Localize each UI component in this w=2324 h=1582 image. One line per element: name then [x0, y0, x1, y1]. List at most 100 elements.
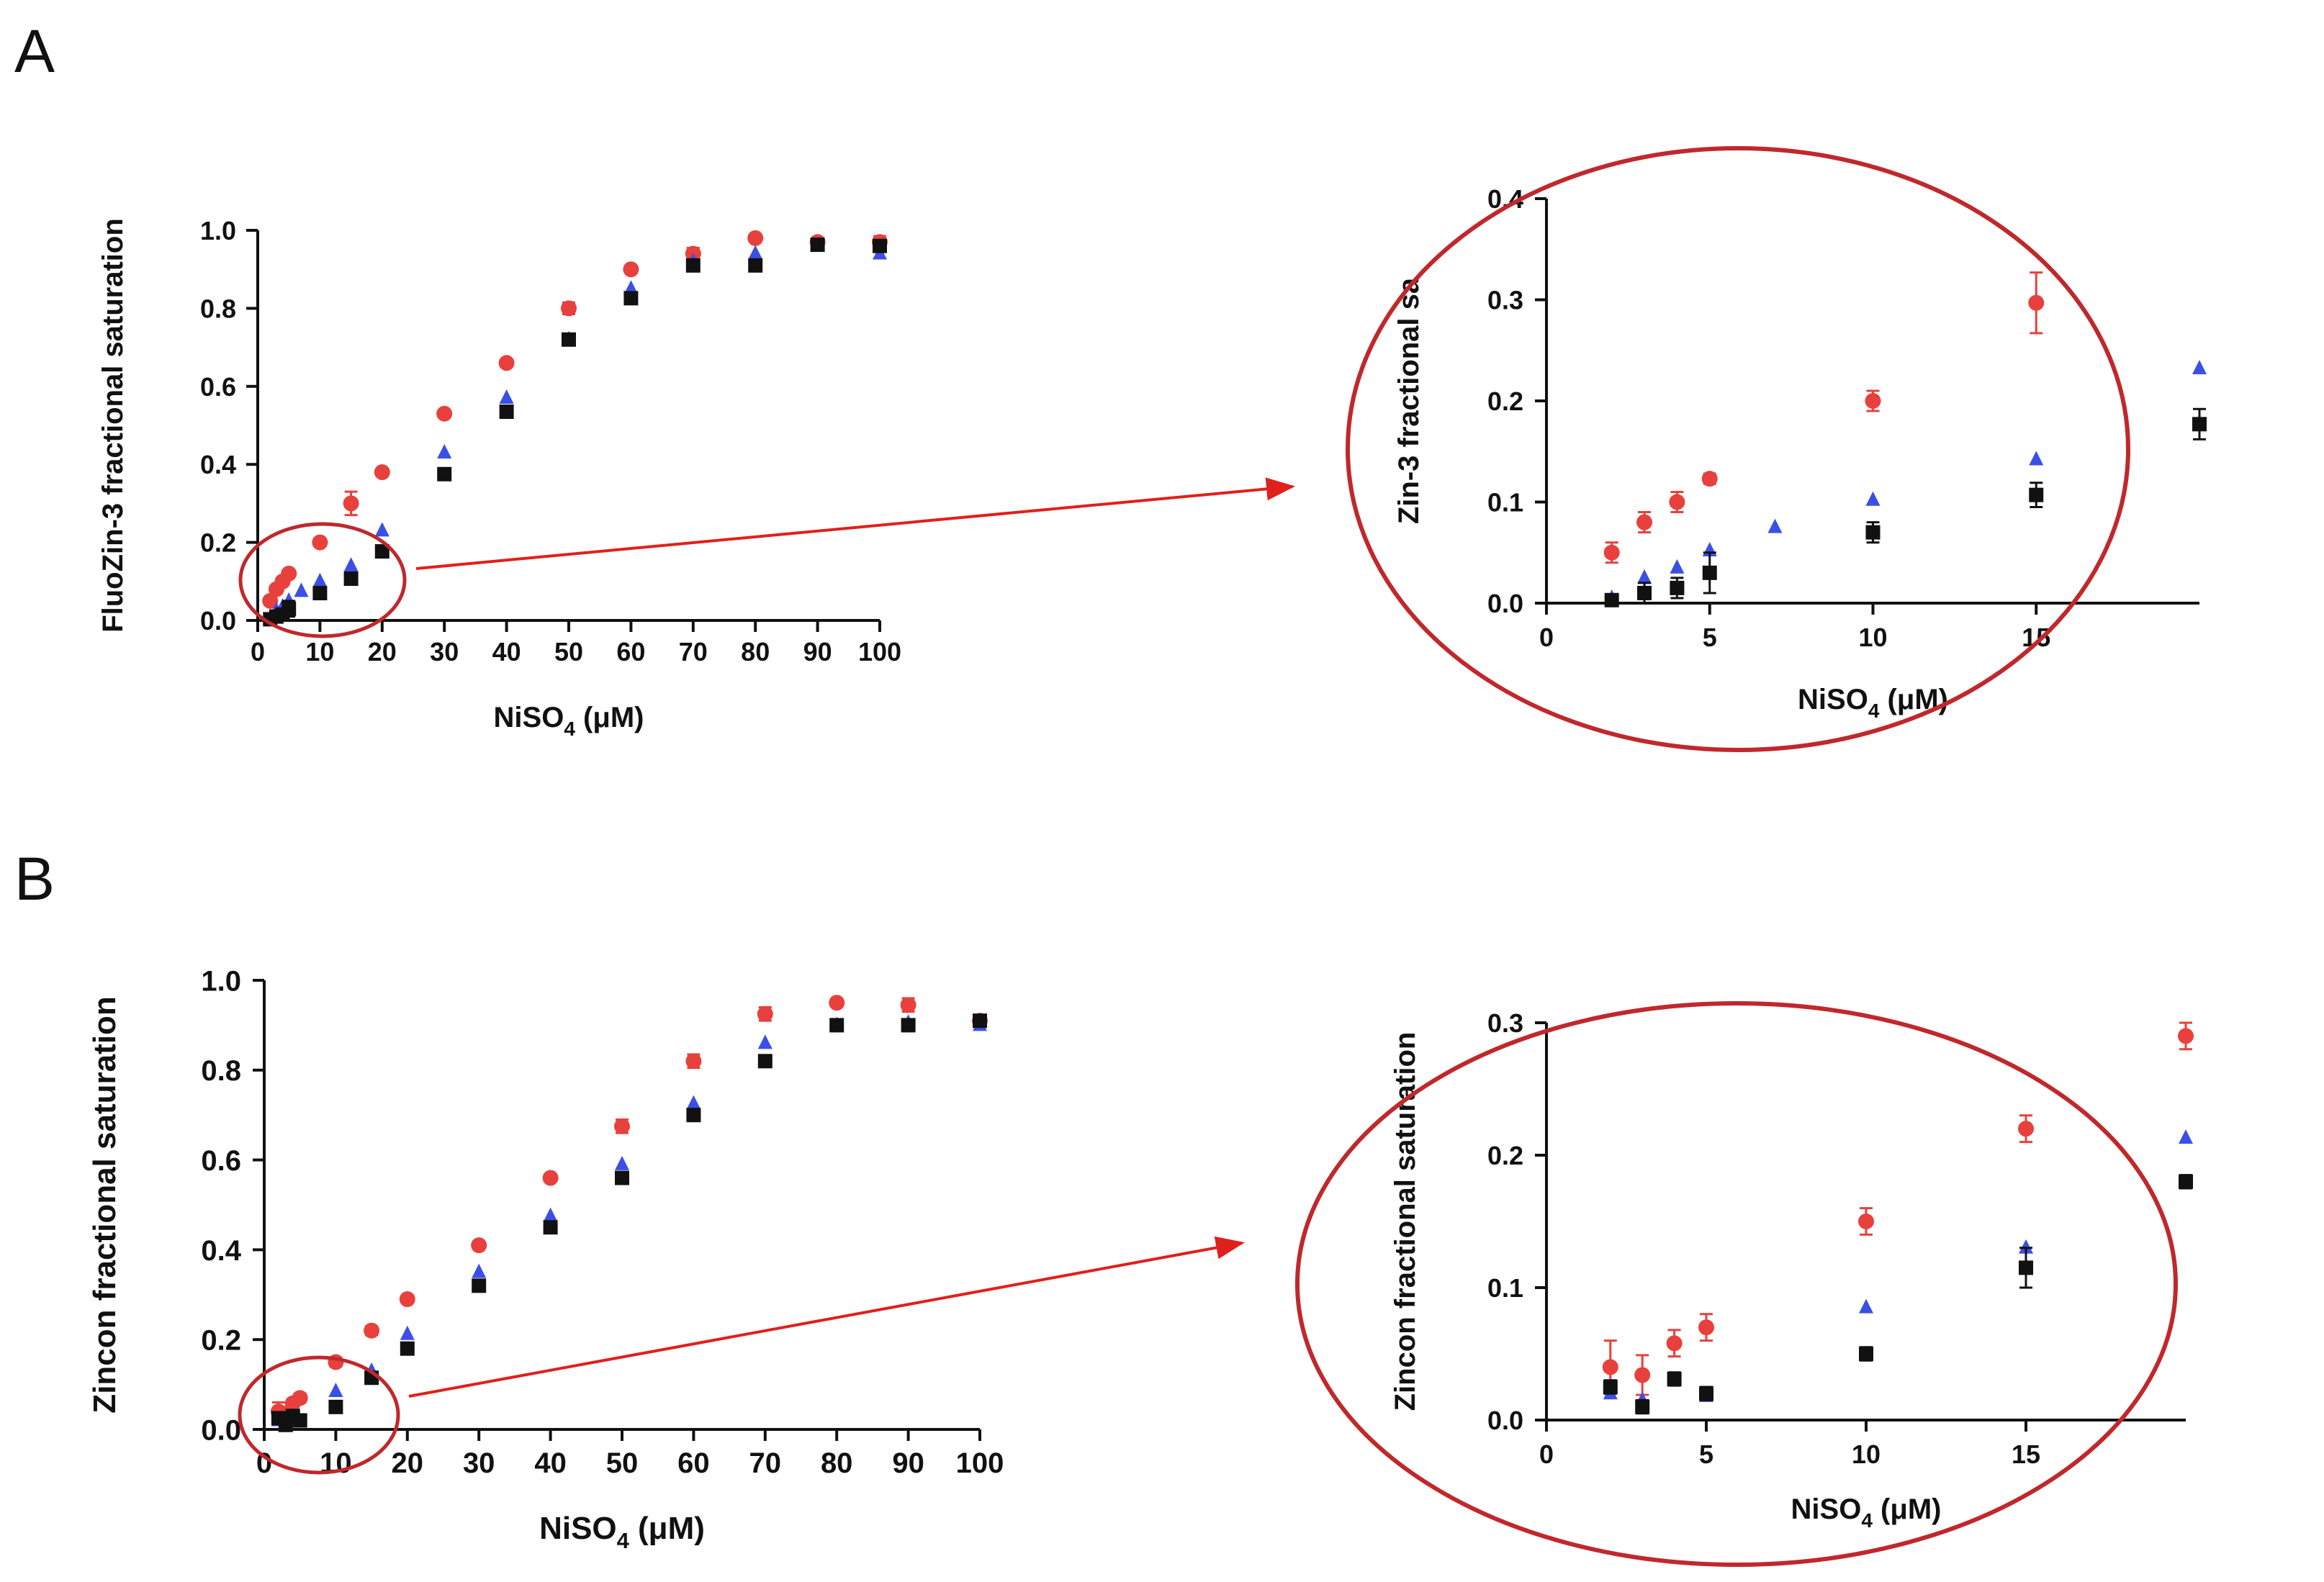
- data-point-square: [615, 1170, 629, 1185]
- data-point-square: [374, 544, 389, 559]
- x-tick-label: 15: [2012, 1439, 2040, 1469]
- data-point-square: [2029, 487, 2044, 502]
- data-point-circle: [343, 495, 359, 512]
- data-point-square: [1865, 525, 1881, 540]
- data-point-circle: [561, 300, 577, 317]
- data-point-square: [829, 1018, 845, 1033]
- data-point-square: [873, 238, 887, 253]
- x-tick-label: 40: [492, 637, 521, 666]
- data-point-triangle: [686, 1095, 701, 1110]
- x-axis-title: NiSO4 (μM): [539, 1511, 705, 1553]
- x-tick-label: 0: [1539, 623, 1554, 652]
- data-point-circle: [2018, 1121, 2034, 1137]
- data-point-square: [685, 258, 701, 273]
- x-tick-label: 5: [1699, 1439, 1713, 1469]
- chart-b-inset: 0 5 10 15 0.0 0.1 0.2 0.3 NiSO4 (μM) Zincon fract…: [1390, 1008, 2194, 1532]
- data-point-circle: [1603, 544, 1620, 561]
- data-point-circle: [614, 1118, 630, 1134]
- data-point-square: [437, 466, 452, 482]
- x-tick-label: 10: [1858, 623, 1887, 652]
- data-point-square: [623, 291, 639, 306]
- data-point-square: [343, 571, 359, 587]
- data-point-square: [1699, 1386, 1713, 1401]
- data-point-circle: [1669, 494, 1685, 510]
- data-point-square: [312, 586, 328, 601]
- x-tick-label: 70: [679, 637, 708, 666]
- data-point-triangle: [328, 1382, 343, 1397]
- data-point-square: [2192, 417, 2207, 432]
- data-point-triangle: [499, 389, 514, 404]
- data-point-square: [499, 404, 514, 420]
- x-tick-label: 10: [320, 1447, 352, 1479]
- data-point-circle: [900, 997, 916, 1013]
- data-point-square: [2179, 1174, 2193, 1189]
- zoom-annotations: [238, 146, 2178, 1567]
- data-point-square: [810, 238, 825, 253]
- y-axis-title: FluoZin-3 fractional saturation: [97, 218, 129, 633]
- y-tick-label: 0.0: [1487, 1406, 1523, 1435]
- data-point-circle: [1865, 393, 1881, 409]
- data-point-circle: [471, 1237, 487, 1254]
- x-tick-label: 70: [749, 1447, 782, 1479]
- data-point-triangle: [343, 557, 359, 572]
- x-tick-label: 90: [892, 1447, 924, 1479]
- y-tick-label: 0.0: [200, 606, 236, 636]
- data-point-triangle: [2029, 451, 2044, 466]
- x-axis-title: NiSO4 (μM): [1791, 1493, 1942, 1532]
- y-tick-label: 1.0: [201, 965, 241, 997]
- x-tick-label: 20: [392, 1447, 424, 1479]
- y-tick-label: 0.3: [1487, 285, 1523, 315]
- x-tick-label: 60: [677, 1447, 710, 1479]
- x-tick-label: 15: [2022, 623, 2050, 652]
- data-point-circle: [498, 355, 515, 371]
- data-point-circle: [312, 534, 328, 551]
- y-tick-label: 0.6: [200, 372, 236, 402]
- x-tick-label: 50: [606, 1447, 639, 1479]
- data-point-square: [1859, 1347, 1873, 1361]
- y-tick-label: 0.2: [201, 1325, 241, 1357]
- data-point-circle: [436, 405, 453, 422]
- x-axis-title: NiSO4 (μM): [494, 702, 644, 740]
- y-tick-label: 0.1: [1487, 1273, 1523, 1303]
- y-tick-label: 0.0: [201, 1414, 241, 1446]
- data-point-triangle: [400, 1325, 415, 1340]
- data-point-circle: [262, 592, 279, 609]
- data-point-square: [686, 1108, 701, 1123]
- data-point-square: [1603, 1380, 1618, 1394]
- data-point-circle: [542, 1170, 559, 1186]
- data-point-circle: [1858, 1213, 1874, 1229]
- data-point-circle: [685, 1053, 702, 1070]
- x-tick-label: 10: [305, 637, 334, 666]
- data-point-circle: [1634, 1367, 1651, 1383]
- y-tick-label: 0.6: [201, 1145, 241, 1177]
- data-point-circle: [1698, 1319, 1714, 1336]
- data-point-triangle: [543, 1207, 558, 1222]
- data-point-circle: [374, 464, 390, 481]
- x-tick-label: 20: [368, 637, 397, 666]
- data-point-circle: [1666, 1335, 1683, 1352]
- y-tick-label: 1.0: [200, 216, 236, 245]
- zoom-region-ellipse-a: [238, 522, 407, 638]
- data-point-triangle: [1637, 569, 1652, 584]
- data-point-square: [748, 258, 763, 273]
- data-point-square: [1637, 585, 1652, 600]
- data-point-circle: [364, 1322, 380, 1339]
- data-point-square: [1670, 580, 1685, 595]
- data-point-square: [901, 1018, 916, 1033]
- data-point-triangle: [2019, 1239, 2033, 1254]
- x-tick-label: 60: [616, 637, 645, 666]
- data-point-square: [562, 332, 576, 347]
- x-tick-label: 30: [463, 1447, 495, 1479]
- panel-letter-b: B: [14, 845, 55, 913]
- panel-letter-a: A: [14, 17, 55, 85]
- data-point-square: [1635, 1399, 1650, 1414]
- data-point-square: [757, 1054, 773, 1069]
- data-point-circle: [1701, 471, 1718, 487]
- data-point-circle: [292, 1390, 308, 1406]
- x-tick-label: 40: [534, 1447, 567, 1479]
- data-point-square: [2019, 1260, 2033, 1275]
- y-axis-title: Zin-3 fractional sa: [1393, 277, 1425, 524]
- data-point-circle: [623, 261, 639, 278]
- chart-b-main: 0 10 20 30 40 50 60 70 80 90 1000.00.20.40.60.81.0…: [87, 965, 1004, 1553]
- y-tick-label: 0.1: [1487, 487, 1523, 517]
